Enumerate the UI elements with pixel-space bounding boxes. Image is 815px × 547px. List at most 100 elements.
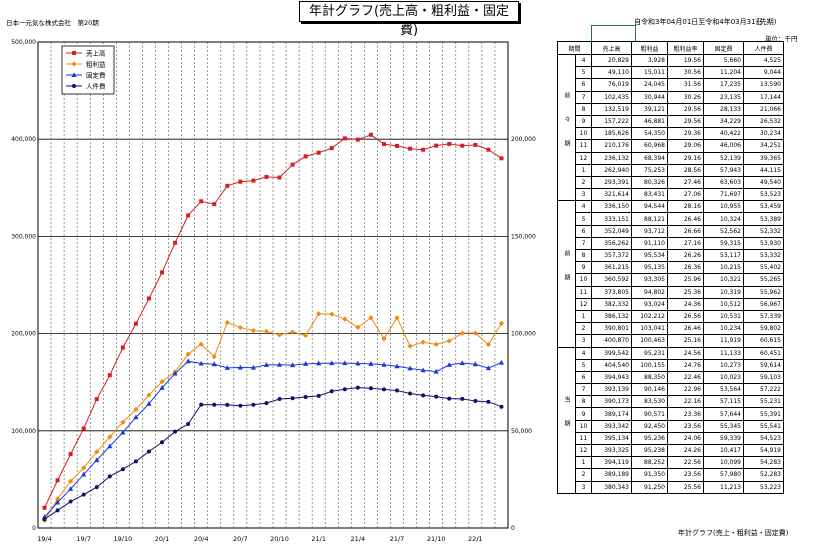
value-cell: 83,530 xyxy=(631,395,668,409)
header-gross-margin: 粗利益率 xyxy=(667,41,704,55)
value-cell: 29.16 xyxy=(667,151,704,165)
data-point xyxy=(68,478,74,484)
data-point xyxy=(289,329,296,335)
value-cell: 10,324 xyxy=(703,212,744,226)
period-label: 自令和3年04月01日至令和4年03月31日 xyxy=(634,18,763,26)
month-cell: 12 xyxy=(575,297,592,311)
annual-chart: 0 100,000 200,000 300,000 400,000 500,000 0 50,… xyxy=(11,39,536,543)
data-point xyxy=(250,364,257,370)
data-point xyxy=(54,496,61,502)
value-cell: 10,023 xyxy=(703,370,744,385)
value-cell: 92,450 xyxy=(631,419,668,433)
table-row: 5 404,540 100,155 24.76 10,273 59,614 xyxy=(558,358,784,372)
data-point xyxy=(407,343,413,349)
value-cell: 19.56 xyxy=(667,53,704,68)
value-cell: 76,019 xyxy=(591,78,632,92)
value-cell: 11,204 xyxy=(703,66,744,80)
value-cell: 26.46 xyxy=(667,322,704,336)
data-point xyxy=(446,362,452,367)
data-point xyxy=(237,324,243,331)
table-row: 10 360,592 93,305 25.96 10,321 55,265 xyxy=(558,273,784,287)
value-cell: 88,121 xyxy=(631,212,668,226)
data-point xyxy=(71,72,77,77)
value-cell: 21,066 xyxy=(743,102,784,116)
data-point xyxy=(54,499,61,505)
value-cell: 55,391 xyxy=(743,407,784,421)
value-cell: 393,325 xyxy=(591,443,632,458)
value-cell: 49,540 xyxy=(743,175,784,190)
value-cell: 10,512 xyxy=(703,297,744,311)
table-row: 2 293,391 80,326 27.46 63,603 49,540 xyxy=(558,175,784,190)
x-tick-label: 19/4 xyxy=(37,535,52,543)
x-tick-label: 20/1 xyxy=(155,535,170,543)
data-point xyxy=(212,202,217,207)
value-cell: 15,011 xyxy=(631,66,668,80)
data-point xyxy=(146,296,151,301)
y-left-tick-label: 300,000 xyxy=(11,233,36,240)
table-row: 7 393,139 90,146 22.96 53,564 57,222 xyxy=(558,383,784,397)
data-point xyxy=(499,404,504,409)
year-group-label: 当期 xyxy=(557,346,576,494)
table-row: 1 262,940 75,253 28.56 57,943 44,115 xyxy=(558,163,784,177)
month-cell: 7 xyxy=(575,383,592,397)
value-cell: 393,342 xyxy=(591,419,632,433)
selected-cell[interactable] xyxy=(591,25,636,42)
value-cell: 57,980 xyxy=(703,468,744,482)
table-row: 10 185,626 54,350 29.36 40,422 30,234 xyxy=(558,127,784,141)
y-left-tick-label: 400,000 xyxy=(11,136,36,143)
table-row: 11 210,176 60,968 29.06 46,006 34,251 xyxy=(558,139,784,153)
data-point xyxy=(485,365,492,371)
data-point xyxy=(446,338,452,344)
data-point xyxy=(120,419,126,425)
data-point xyxy=(499,156,504,161)
value-cell: 103,041 xyxy=(631,322,668,336)
data-point xyxy=(381,387,386,392)
value-cell: 54,283 xyxy=(743,456,784,470)
value-cell: 28.16 xyxy=(667,200,704,214)
y-right-tick-label: 200,000 xyxy=(511,136,536,143)
data-point xyxy=(473,142,478,147)
data-point xyxy=(289,362,296,368)
data-point xyxy=(225,402,230,407)
month-cell: 9 xyxy=(575,114,592,129)
value-cell: 132,519 xyxy=(591,102,632,116)
legend-label: 売上高 xyxy=(86,49,106,58)
data-point xyxy=(133,321,138,326)
table-row: 11 395,134 95,236 24.06 59,339 54,523 xyxy=(558,431,784,446)
x-tick-label: 20/4 xyxy=(194,535,209,543)
data-point xyxy=(472,330,478,336)
table-row: 7 102,435 30,944 30.26 23,135 17,144 xyxy=(558,90,784,104)
value-cell: 24,045 xyxy=(631,78,668,92)
data-point xyxy=(355,360,361,366)
value-cell: 56,967 xyxy=(743,297,784,311)
value-cell: 30,944 xyxy=(631,90,668,104)
month-cell: 3 xyxy=(575,480,592,494)
value-cell: 100,155 xyxy=(631,358,668,372)
value-cell: 373,805 xyxy=(591,285,632,299)
value-cell: 400,870 xyxy=(591,334,632,348)
data-point xyxy=(472,361,478,367)
value-cell: 395,134 xyxy=(591,431,632,446)
value-cell: 53,459 xyxy=(743,200,784,214)
table-row: 5 333,151 88,121 26.46 10,324 53,389 xyxy=(558,212,784,226)
data-point xyxy=(316,311,322,317)
value-cell: 88,350 xyxy=(631,370,668,385)
data-point xyxy=(42,505,47,510)
value-cell: 53,332 xyxy=(743,248,784,263)
data-point xyxy=(238,179,243,184)
value-cell: 23.36 xyxy=(667,407,704,421)
month-cell: 8 xyxy=(575,395,592,409)
value-cell: 102,212 xyxy=(631,309,668,324)
table-row: 9 361,215 95,135 26.36 10,215 55,402 xyxy=(558,261,784,275)
value-cell: 357,372 xyxy=(591,248,632,263)
data-point xyxy=(264,401,269,406)
data-point xyxy=(173,240,178,245)
month-cell: 11 xyxy=(575,285,592,299)
data-point xyxy=(133,414,139,420)
table-row: 11 373,805 94,802 25.36 10,319 55,962 xyxy=(558,285,784,299)
data-point xyxy=(447,396,452,401)
value-cell: 352,049 xyxy=(591,224,632,238)
value-cell: 28,133 xyxy=(703,102,744,116)
data-point xyxy=(94,397,99,402)
company-label: 日本一元気な株式会社 第20期 xyxy=(6,19,99,27)
